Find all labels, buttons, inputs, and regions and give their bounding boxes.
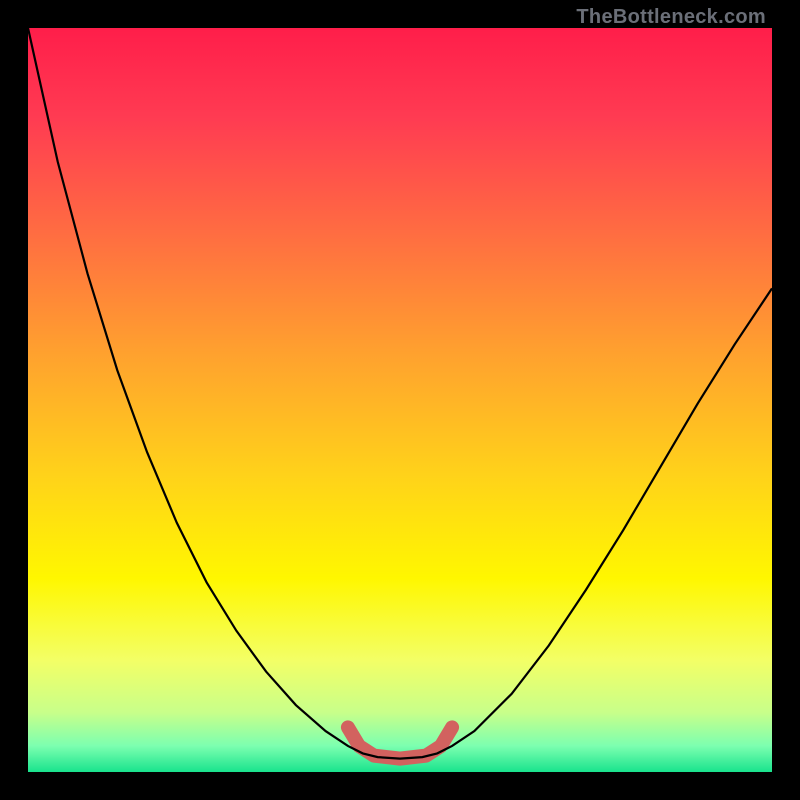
watermark-text: TheBottleneck.com (576, 6, 766, 29)
chart-frame: TheBottleneck.com (0, 0, 800, 800)
main-curve (28, 28, 772, 759)
plot-area (28, 28, 772, 772)
curve-layer (28, 28, 772, 772)
